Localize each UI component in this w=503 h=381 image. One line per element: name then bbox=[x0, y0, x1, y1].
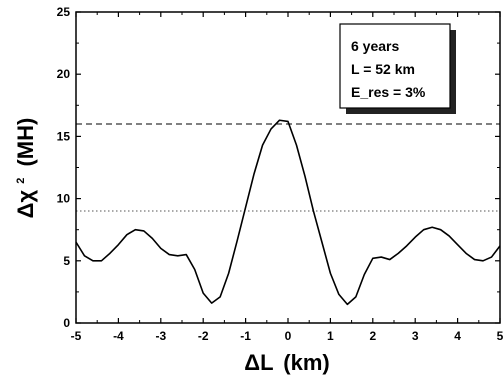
y-axis-unit: (MH) bbox=[13, 118, 38, 167]
x-tick-label: -1 bbox=[240, 329, 251, 343]
x-tick-label: -5 bbox=[71, 329, 82, 343]
y-ticks: 0 5 10 15 20 25 bbox=[57, 5, 500, 330]
x-tick-label: 3 bbox=[412, 329, 419, 343]
y-axis-symbol: Δχ bbox=[13, 190, 38, 219]
threshold-lines bbox=[76, 123, 500, 212]
svg-text:Δχ 2 (MH): Δχ 2 (MH) bbox=[4, 118, 38, 219]
curve-layer bbox=[75, 119, 501, 306]
y-axis-label: Δχ 2 (MH) bbox=[4, 118, 38, 219]
x-tick-label: 5 bbox=[497, 329, 503, 343]
legend-line-baseline: L = 52 km bbox=[351, 61, 415, 77]
x-axis-symbol: ΔL bbox=[244, 350, 273, 375]
legend-box: 6 years L = 52 km E_res = 3% bbox=[339, 23, 456, 114]
x-tick-label: 2 bbox=[369, 329, 376, 343]
y-tick-label: 15 bbox=[57, 129, 71, 143]
y-tick-label: 20 bbox=[57, 67, 71, 81]
y-tick-label: 10 bbox=[57, 192, 71, 206]
x-tick-label: 0 bbox=[285, 329, 292, 343]
x-axis-label: ΔL (km) bbox=[244, 350, 329, 375]
legend-frame bbox=[339, 23, 451, 109]
series-line-0 bbox=[75, 119, 501, 306]
x-ticks: -5 -4 -3 -2 -1 0 1 2 3 4 5 bbox=[71, 12, 503, 343]
x-tick-label: 4 bbox=[454, 329, 461, 343]
legend-line-duration: 6 years bbox=[351, 38, 399, 54]
y-tick-label: 25 bbox=[57, 5, 71, 19]
x-tick-label: -4 bbox=[113, 329, 124, 343]
x-axis-unit: (km) bbox=[283, 350, 329, 375]
x-tick-label: 1 bbox=[327, 329, 334, 343]
y-tick-label: 5 bbox=[63, 254, 70, 268]
y-tick-label: 0 bbox=[63, 316, 70, 330]
legend-line-resolution: E_res = 3% bbox=[351, 84, 426, 100]
x-tick-label: -3 bbox=[155, 329, 166, 343]
x-tick-label: -2 bbox=[198, 329, 209, 343]
y-axis-superscript: 2 bbox=[15, 178, 27, 184]
